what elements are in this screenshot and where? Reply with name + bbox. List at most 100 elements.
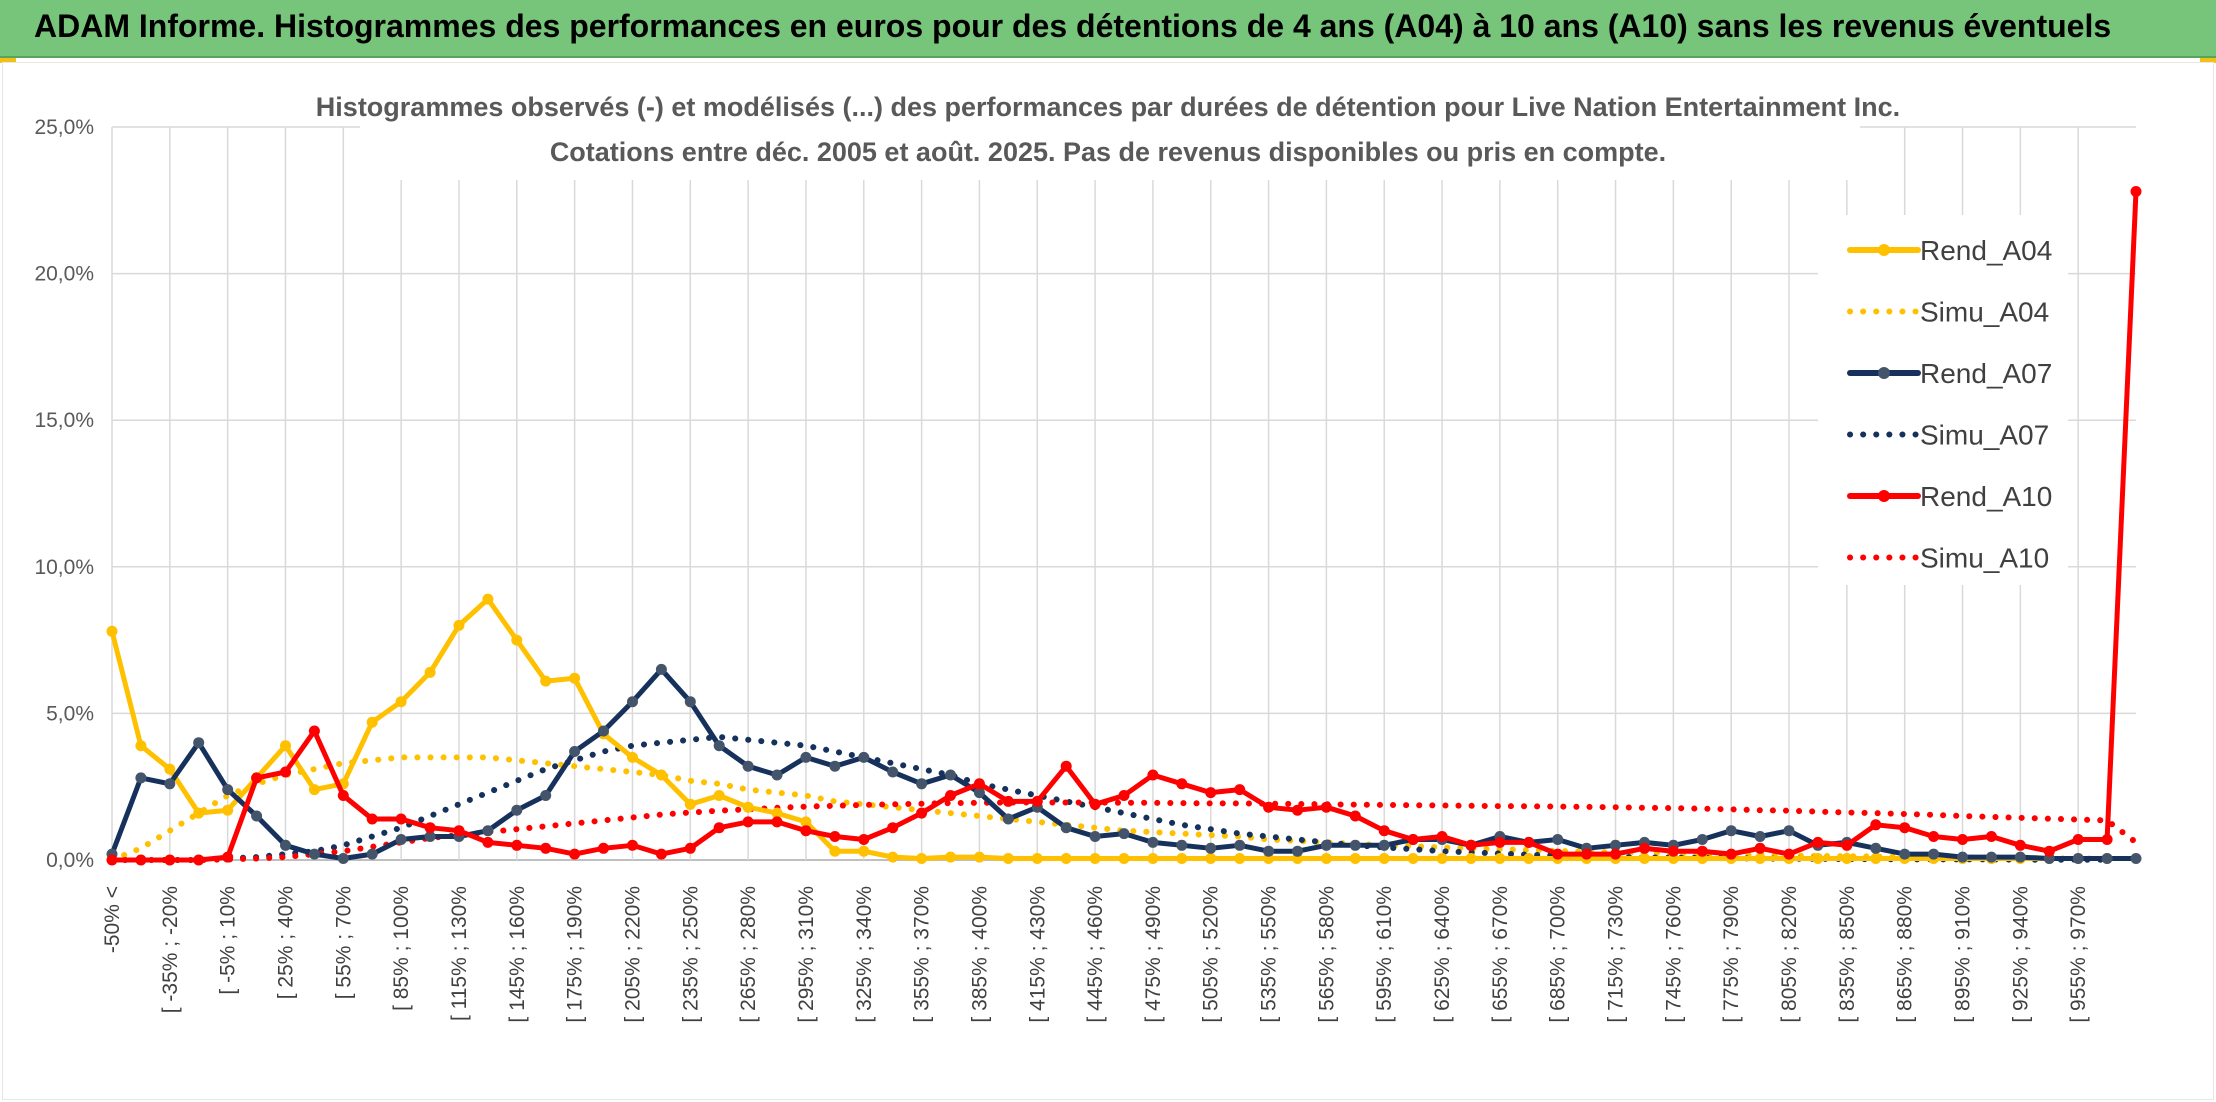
data-point xyxy=(482,593,494,605)
data-point xyxy=(742,801,754,813)
data-point xyxy=(627,696,638,708)
x-tick-label: -50% < xyxy=(101,886,124,953)
x-tick-label: [ 925% ; 940% xyxy=(2009,886,2032,1023)
x-tick-label: [ 715% ; 730% xyxy=(1605,886,1628,1023)
data-point xyxy=(1899,848,1911,860)
data-point xyxy=(1552,834,1564,845)
data-point xyxy=(569,848,581,860)
legend-backdrop xyxy=(1818,215,2068,585)
data-point xyxy=(1320,839,1332,851)
x-tick-label: [ 685% ; 700% xyxy=(1547,886,1570,1023)
data-point xyxy=(424,666,436,678)
data-point xyxy=(1147,836,1159,848)
data-point xyxy=(655,663,667,675)
data-point xyxy=(1089,853,1101,864)
data-point xyxy=(569,746,581,757)
data-point xyxy=(193,854,205,866)
data-point xyxy=(713,740,725,752)
data-point xyxy=(1205,853,1217,864)
data-point xyxy=(1812,836,1824,848)
data-point xyxy=(1523,836,1535,848)
data-point xyxy=(916,807,928,819)
data-point xyxy=(800,751,812,763)
data-point xyxy=(1985,831,1997,842)
data-point xyxy=(1263,845,1275,857)
legend-label: Simu_A10 xyxy=(1920,543,2049,574)
x-tick-label: [ -35% ; -20% xyxy=(159,886,182,1013)
data-point xyxy=(1118,828,1130,840)
data-point xyxy=(1407,853,1419,864)
data-point xyxy=(1667,845,1679,857)
data-point xyxy=(1060,760,1072,772)
y-tick-label: 25,0% xyxy=(34,116,94,139)
data-point xyxy=(1783,848,1795,860)
data-point xyxy=(1118,853,1130,864)
data-point xyxy=(1552,848,1564,860)
series-line-simu_a04 xyxy=(109,754,2111,863)
data-point xyxy=(1205,787,1217,799)
data-point xyxy=(1870,819,1882,831)
data-point xyxy=(1928,831,1940,842)
legend-marker xyxy=(1878,490,1890,502)
data-point xyxy=(1957,834,1968,845)
data-point xyxy=(106,854,118,866)
data-point xyxy=(1754,853,1766,864)
data-point xyxy=(916,853,928,864)
data-point xyxy=(2130,186,2142,197)
data-point xyxy=(222,851,234,863)
data-point xyxy=(2072,853,2084,864)
x-tick-label: [ 895% ; 910% xyxy=(1952,886,1975,1023)
data-point xyxy=(1957,851,1968,863)
legend-marker xyxy=(1878,367,1890,379)
data-point xyxy=(1639,842,1650,854)
data-point xyxy=(1899,822,1911,834)
chart-frame xyxy=(2,62,2214,1100)
data-point xyxy=(1436,853,1448,864)
data-point xyxy=(1696,834,1708,845)
x-tick-label: [ 505% ; 520% xyxy=(1200,886,1223,1023)
data-point xyxy=(1176,839,1188,851)
data-point xyxy=(1465,853,1477,864)
data-point xyxy=(1581,848,1593,860)
data-point xyxy=(1870,842,1882,854)
data-point xyxy=(1725,825,1737,837)
x-tick-label: [ 25% ; 40% xyxy=(274,886,297,999)
data-point xyxy=(742,760,754,772)
data-point xyxy=(887,766,899,778)
data-point xyxy=(887,822,899,834)
x-tick-label: [ 445% ; 460% xyxy=(1084,886,1107,1023)
data-point xyxy=(1234,839,1246,851)
data-point xyxy=(106,625,118,637)
data-point xyxy=(2101,834,2113,845)
chart-subtitle: Cotations entre déc. 2005 et août. 2025.… xyxy=(550,137,1666,167)
legend-label: Simu_A07 xyxy=(1920,420,2049,451)
y-tick-label: 15,0% xyxy=(34,409,94,432)
x-tick-label: [ 385% ; 400% xyxy=(968,886,991,1023)
data-point xyxy=(1263,801,1275,813)
data-point xyxy=(482,825,494,837)
data-point xyxy=(1060,853,1072,864)
data-point xyxy=(829,845,841,857)
legend-label: Simu_A04 xyxy=(1920,297,2049,328)
data-point xyxy=(1754,842,1766,854)
data-point xyxy=(511,804,523,816)
data-point xyxy=(280,766,291,778)
left-accent xyxy=(0,58,16,63)
data-point xyxy=(569,672,581,684)
data-point xyxy=(858,845,870,857)
page-title: ADAM Informe. Histogrammes des performan… xyxy=(34,8,2112,44)
data-point xyxy=(1089,798,1101,810)
x-tick-label: [ 775% ; 790% xyxy=(1720,886,1743,1023)
data-point xyxy=(1118,790,1130,801)
x-tick-label: [ 325% ; 340% xyxy=(853,886,876,1023)
data-point xyxy=(424,831,436,842)
data-point xyxy=(684,696,696,708)
data-point xyxy=(135,854,147,866)
data-point xyxy=(771,807,783,819)
data-point xyxy=(424,822,436,834)
data-point xyxy=(1378,853,1390,864)
x-tick-label: [ 535% ; 550% xyxy=(1258,886,1281,1023)
data-point xyxy=(973,851,985,863)
data-point xyxy=(858,834,870,845)
x-tick-label: [ 115% ; 130% xyxy=(448,886,471,1021)
